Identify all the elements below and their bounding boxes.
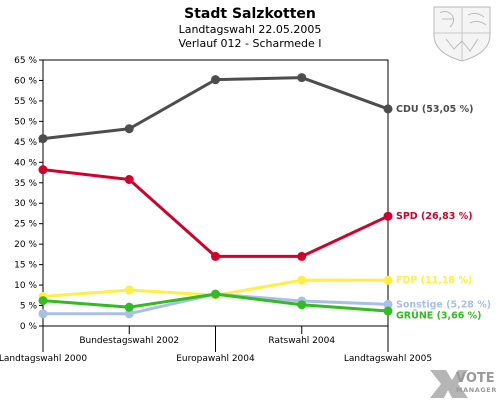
y-tick-label: 25 % xyxy=(14,220,37,230)
logo-text-vote: VOTE xyxy=(456,371,495,386)
series-end-label: FDP (11,18 %) xyxy=(396,275,472,286)
data-point xyxy=(211,75,220,85)
y-tick-label: 40 % xyxy=(14,158,37,168)
y-tick-label: 10 % xyxy=(14,281,37,291)
plot-frame xyxy=(42,59,389,327)
series-labels: CDU (53,05 %) SPD (26,83 %) FDP (11,18 %) S… xyxy=(396,104,491,321)
x-tick-label: Ratswahl 2004 xyxy=(268,336,335,346)
coat-of-arms-icon xyxy=(433,6,491,62)
vote-manager-logo: VOTE MANAGER xyxy=(430,370,497,398)
x-axis: Landtagswahl 2000 Bundestagswahl 2002 Euro… xyxy=(0,326,432,364)
data-point xyxy=(124,309,134,319)
y-tick-label: 65 % xyxy=(14,56,37,66)
data-point xyxy=(383,299,393,309)
data-point xyxy=(38,165,48,175)
x-tick-label: Europawahl 2004 xyxy=(176,354,255,364)
x-tick-label: Landtagswahl 2000 xyxy=(0,354,87,364)
chart-title: Stadt Salzkotten xyxy=(184,6,316,22)
vote-x-icon xyxy=(430,370,468,398)
data-point xyxy=(38,296,48,306)
series-group xyxy=(38,73,393,319)
y-tick-label: 50 % xyxy=(14,117,37,127)
y-tick-label: 55 % xyxy=(14,97,37,107)
y-tick-label: 60 % xyxy=(14,76,37,86)
data-point xyxy=(383,306,393,316)
logo-text-manager: MANAGER xyxy=(456,386,497,394)
data-point xyxy=(383,211,393,221)
y-tick-label: 0 % xyxy=(20,322,38,332)
data-point xyxy=(383,275,393,285)
data-point xyxy=(38,134,48,144)
y-tick-label: 5 % xyxy=(20,302,38,312)
data-point xyxy=(124,302,134,312)
series-grüne xyxy=(38,289,393,316)
chart-subtitle-district: Verlauf 012 - Scharmede I xyxy=(178,37,321,50)
data-point xyxy=(297,300,307,310)
y-tick-label: 35 % xyxy=(14,179,37,189)
y-tick-label: 30 % xyxy=(14,199,37,209)
data-point xyxy=(297,251,307,261)
data-point xyxy=(383,104,393,114)
data-point xyxy=(124,124,134,134)
x-tick-label: Landtagswahl 2005 xyxy=(344,354,432,364)
chart-subtitle-election: Landtagswahl 22.05.2005 xyxy=(179,23,322,36)
y-axis: 0 % 5 % 10 % 15 % 20 % 25 % 30 % 35 % 40 % 45 % 50… xyxy=(14,56,43,332)
y-tick-label: 15 % xyxy=(14,261,37,271)
data-point xyxy=(124,174,134,184)
data-point xyxy=(124,285,134,295)
series-end-label: CDU (53,05 %) xyxy=(396,104,473,115)
data-point xyxy=(297,73,307,83)
series-cdu xyxy=(38,73,393,144)
series-end-label: Sonstige (5,28 %) xyxy=(396,299,491,310)
data-point xyxy=(297,275,307,285)
data-point xyxy=(38,309,48,319)
series-spd xyxy=(38,165,393,261)
data-point xyxy=(211,289,220,299)
x-tick-label: Bundestagswahl 2002 xyxy=(79,336,179,346)
series-end-label: SPD (26,83 %) xyxy=(396,211,473,222)
data-point xyxy=(211,251,220,261)
y-tick-label: 20 % xyxy=(14,240,37,250)
y-tick-label: 45 % xyxy=(14,138,37,148)
series-end-label: GRÜNE (3,66 %) xyxy=(396,310,482,321)
